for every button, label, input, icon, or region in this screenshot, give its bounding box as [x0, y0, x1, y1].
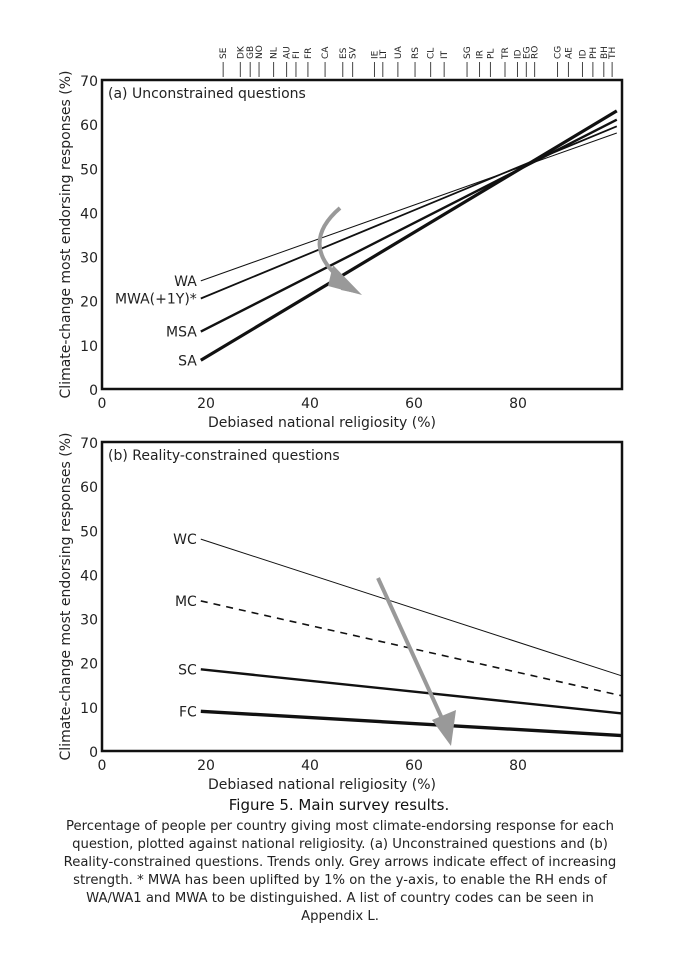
country-code-label: IT — [440, 50, 450, 59]
series-label: MWA(+1Y)* — [115, 292, 197, 308]
arrowhead-icon — [328, 265, 362, 295]
series-line-mc — [200, 600, 623, 697]
series-line-sc — [200, 668, 623, 715]
country-code-label: PL — [486, 49, 496, 59]
country-code-label: AE — [564, 47, 574, 59]
y-tick-label: 10 — [80, 339, 98, 355]
y-tick-label: 50 — [80, 524, 98, 540]
country-code-label: SG — [463, 46, 473, 59]
x-tick-label: 0 — [98, 758, 107, 774]
country-code-label: RS — [411, 47, 421, 59]
series-label: MSA — [166, 325, 197, 341]
country-code-label: RO — [531, 46, 541, 59]
x-tick-label: 40 — [301, 396, 319, 412]
series-label: WC — [173, 532, 197, 548]
country-code-label: ID — [513, 49, 523, 59]
y-tick-label: 20 — [80, 295, 98, 311]
panel-title: (a) Unconstrained questions — [108, 86, 306, 102]
country-code-label: IR — [476, 50, 486, 59]
country-code-label: TR — [501, 47, 511, 60]
plot-frame — [100, 78, 624, 391]
series-label: SA — [178, 353, 197, 369]
series-line-wa — [200, 132, 617, 282]
y-tick-label: 30 — [80, 251, 98, 267]
country-code-label: CG — [554, 46, 564, 59]
x-tick-label: 0 — [98, 396, 107, 412]
country-code-label: FI — [292, 51, 302, 59]
series-line-fc — [200, 709, 623, 738]
y-tick-label: 30 — [80, 613, 98, 629]
x-tick-label: 80 — [509, 758, 527, 774]
y-tick-label: 60 — [80, 480, 98, 496]
y-axis-label: Climate-change most endorsing responses … — [58, 433, 74, 761]
x-tick-label: 80 — [509, 396, 527, 412]
series-label: SC — [178, 662, 197, 678]
x-axis-label: Debiased national religiosity (%) — [208, 415, 436, 431]
country-code-label: NL — [270, 47, 280, 59]
country-code-label: FR — [304, 48, 314, 59]
country-code-label: SV — [349, 46, 359, 59]
country-code-label: ES — [339, 47, 349, 59]
series-line-msa — [200, 118, 618, 333]
x-tick-label: 40 — [301, 758, 319, 774]
y-tick-label: 70 — [80, 74, 98, 90]
y-tick-label: 0 — [89, 383, 98, 399]
country-code-label: GB — [246, 46, 256, 59]
country-code-label: IE — [370, 50, 380, 59]
series-line-sa — [199, 109, 618, 362]
x-tick-label: 60 — [405, 758, 423, 774]
y-tick-label: 60 — [80, 118, 98, 134]
y-axis-label: Climate-change most endorsing responses … — [58, 71, 74, 399]
y-tick-label: 40 — [80, 568, 98, 584]
x-tick-label: 20 — [197, 396, 215, 412]
x-tick-label: 60 — [405, 396, 423, 412]
y-tick-label: 10 — [80, 701, 98, 717]
y-tick-label: 40 — [80, 206, 98, 222]
y-tick-label: 20 — [80, 657, 98, 673]
x-axis-label: Debiased national religiosity (%) — [208, 777, 436, 793]
x-tick-label: 20 — [197, 758, 215, 774]
country-code-label: DK — [236, 45, 246, 59]
country-code-label: TH — [608, 47, 618, 60]
country-code-label: CA — [321, 46, 331, 59]
country-code-label: UA — [394, 45, 404, 59]
series-label: WA — [174, 274, 197, 290]
country-code-label: PH — [589, 47, 599, 59]
y-tick-label: 0 — [89, 745, 98, 761]
country-code-label: AU — [283, 46, 293, 59]
country-code-label: BH — [600, 46, 610, 59]
y-tick-label: 70 — [80, 436, 98, 452]
country-code-label: LT — [379, 49, 389, 59]
strength-arrow-b — [376, 577, 447, 726]
country-code-label: CL — [427, 48, 437, 59]
figure-title: Figure 5. Main survey results. — [228, 796, 450, 814]
plot-frame — [100, 440, 624, 753]
figure-caption: Percentage of people per country giving … — [63, 819, 617, 924]
panel-title: (b) Reality-constrained questions — [108, 448, 340, 464]
country-code-label: NO — [255, 45, 265, 59]
country-code-label: ID — [578, 49, 588, 59]
series-label: MC — [175, 594, 197, 610]
series-line-wc — [200, 538, 623, 677]
y-tick-label: 50 — [80, 162, 98, 178]
country-code-label: EG — [522, 46, 532, 59]
country-code-label: SE — [219, 47, 229, 59]
arrowhead-icon — [432, 710, 456, 746]
series-label: FC — [179, 704, 197, 720]
